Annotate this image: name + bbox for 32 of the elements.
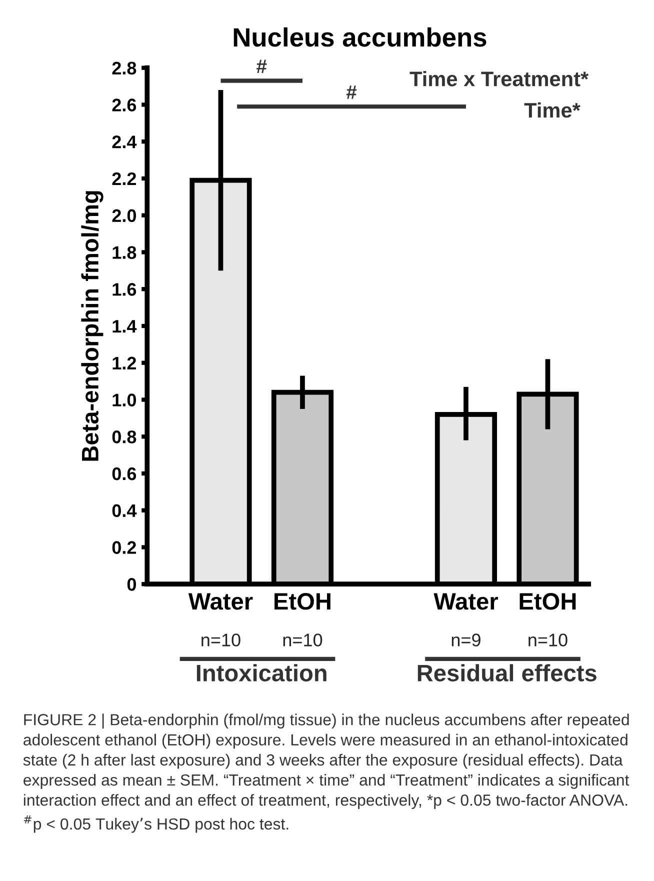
y-tick-label: 1.0: [112, 394, 136, 406]
text: n=10: [528, 634, 568, 646]
y-tick-label: 1.8: [112, 246, 136, 259]
x-tick-label: Water: [434, 593, 498, 610]
y-tick-label: 0: [127, 578, 136, 591]
y-tick-label: 0.4: [112, 504, 137, 518]
annotation: Time x Treatment*: [410, 71, 589, 86]
text: n=10: [283, 634, 322, 646]
text: n=9: [452, 634, 480, 646]
text: n=10: [202, 634, 240, 646]
y-tick-label: 0.6: [112, 467, 136, 480]
y-tick-label: 2.0: [112, 209, 136, 222]
y-tick-label: 0.2: [112, 541, 136, 554]
y-tick-label: 2.6: [112, 98, 136, 112]
y-tick-label: 2.8: [112, 62, 136, 75]
y-tick-label: 1.6: [112, 283, 136, 296]
y-tick-label: 1.2: [112, 356, 136, 370]
annotation: #: [346, 86, 357, 99]
text: Residual effects: [418, 664, 596, 682]
y-tick-label: 2.4: [112, 136, 137, 148]
y-tick-label: 2.2: [112, 172, 136, 186]
annotation: #: [256, 60, 267, 74]
annotation: Time*: [524, 102, 580, 118]
y-axis-title: Beta-endorphin fmol/mg: [81, 191, 104, 461]
x-tick-label: Water: [188, 593, 253, 610]
chart-title: Nucleus accumbens: [234, 27, 486, 47]
x-tick-label: EtOH: [520, 593, 576, 610]
text: Intoxication: [196, 664, 326, 682]
x-tick-label: EtOH: [274, 593, 330, 610]
caption: FIGURE 2 | Beta-endorphin (fmol/mg tissue) in the nucleus accumbens after repeated adolescent ethanol (EtOH) exposure. Levels were measured in an ethanol-intoxicated state (2 h after last exposure) and 3 weeks after the exposure (residual effects). Data expressed as mean ± SEM. “Treatment × time” and “Treatment” indicates a significant interaction effect and an effect of treatment, respectively, *p < 0.05 two-factor ANOVA. $^{#}$p < 0.05 Tukey’s HSD post hoc test.: [23, 714, 630, 833]
y-tick-label: 1.4: [112, 320, 137, 333]
y-tick-label: 0.8: [112, 430, 136, 444]
